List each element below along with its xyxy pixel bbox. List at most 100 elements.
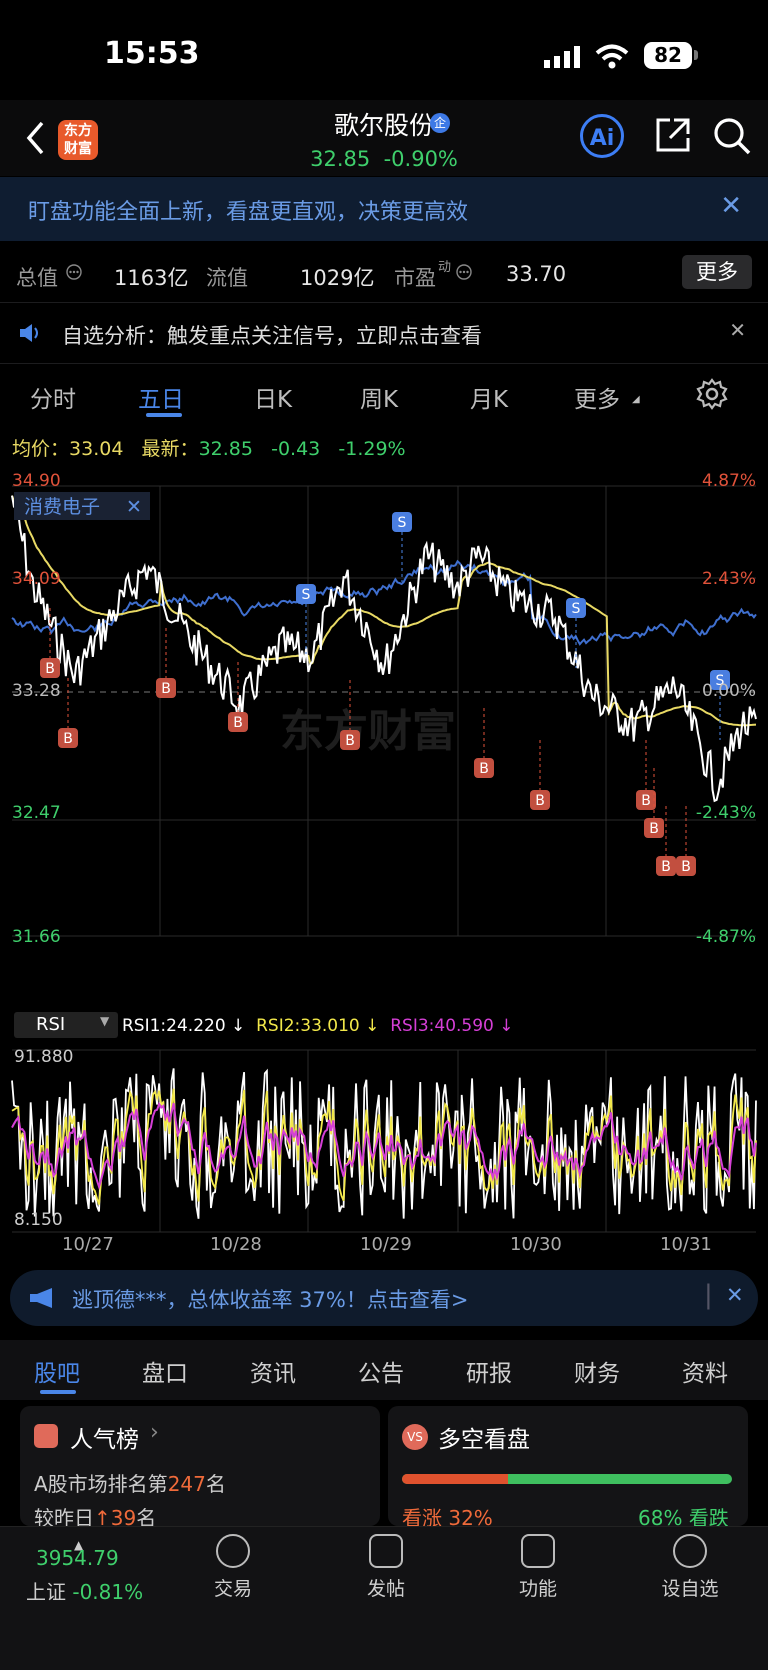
buy-signal-marker — [156, 678, 176, 698]
nav-post[interactable]: 发帖 — [336, 1534, 436, 1601]
sell-signal-marker — [566, 598, 586, 618]
settings-gear-icon[interactable] — [696, 378, 728, 410]
rank-value: 247 — [167, 1472, 206, 1496]
trade-yen-icon — [216, 1534, 250, 1568]
buy-signal-marker — [340, 730, 360, 750]
tab-more-caret-icon: ◢ — [632, 394, 640, 405]
tab-more[interactable]: 更多 — [574, 387, 620, 413]
tab-research[interactable]: 研报 — [466, 1361, 512, 1387]
chart-tabs: 分时 五日 日K 周K 月K 更多 ◢ — [0, 372, 768, 420]
logo-text-1: 东方 — [64, 123, 92, 139]
tab-daily-k[interactable]: 日K — [254, 387, 293, 413]
tab-weekly-k[interactable]: 周K — [360, 387, 399, 413]
enterprise-tag: 企 — [430, 113, 450, 133]
y-tick-right: -2.43% — [696, 803, 756, 823]
total-value-label: 总值 — [16, 266, 58, 290]
stock-price: 32.85 — [310, 147, 371, 171]
bottom-navbar — [0, 1526, 768, 1670]
y-tick-left: 31.66 — [12, 927, 61, 947]
pe-sup: 动 — [438, 260, 452, 275]
nav-trade-label: 交易 — [213, 1578, 252, 1600]
rank-suffix: 名 — [205, 1472, 226, 1496]
buy-signal-marker — [676, 856, 696, 876]
buy-signal-marker — [40, 658, 60, 678]
float-value: 1029亿 — [300, 266, 375, 290]
price-info-line: 均价：33.04 最新：32.85 -0.43 -1.29% — [12, 434, 406, 461]
battery-tip — [694, 50, 698, 60]
promo-text: 逃顶德***，总体收益率 37%！点击查看> — [72, 1288, 469, 1312]
popularity-title: 人气榜 — [70, 1427, 139, 1453]
chart-bars-icon — [34, 1424, 58, 1448]
tab-announcements[interactable]: 公告 — [358, 1361, 404, 1387]
ai-button[interactable]: Ai — [580, 114, 624, 158]
stock-change: -0.90% — [383, 147, 458, 171]
buy-signal-marker — [636, 790, 656, 810]
tab-monthly-k[interactable]: 月K — [470, 387, 509, 413]
app-logo[interactable]: 东方 财富 — [58, 120, 98, 160]
buy-signal-marker — [530, 790, 550, 810]
tab-five-day[interactable]: 五日 — [138, 387, 184, 413]
bull-bear-bar — [402, 1474, 732, 1484]
bull-bear-card[interactable]: VS 多空看盘 看涨 32% 68% 看跌 — [388, 1406, 748, 1530]
rsi-ymin: 8.150 — [14, 1210, 63, 1230]
index-value[interactable]: 3954.79 — [36, 1546, 119, 1570]
rsi1-series — [11, 1068, 757, 1219]
grid-apps-icon — [521, 1534, 555, 1568]
tab-forum[interactable]: 股吧 — [34, 1361, 80, 1387]
tab-finance[interactable]: 财务 — [574, 1361, 620, 1387]
promo-divider: | — [704, 1280, 713, 1310]
notice-close-icon[interactable]: ✕ — [729, 318, 746, 342]
promo-close-icon[interactable]: ✕ — [726, 1283, 744, 1307]
nav-functions[interactable]: 功能 — [488, 1534, 588, 1601]
pe-info-icon[interactable] — [456, 264, 472, 280]
y-tick-right: 0.00% — [702, 681, 756, 701]
tab-profile[interactable]: 资料 — [682, 1361, 728, 1387]
banner-text: 盯盘功能全面上新，看盘更直观，决策更高效 — [28, 200, 469, 225]
search-icon[interactable] — [712, 116, 752, 156]
tab-orderbook[interactable]: 盘口 — [142, 1361, 188, 1387]
sector-tag-close-icon[interactable]: ✕ — [126, 496, 142, 518]
last-value: 32.85 — [198, 438, 253, 460]
rsi2-value: RSI2:33.010 ↓ — [256, 1016, 380, 1036]
up-arrow-icon: ↑ — [94, 1506, 111, 1530]
buy-signal-marker — [58, 728, 78, 748]
nav-trade[interactable]: 交易 — [183, 1534, 283, 1601]
date-label: 10/31 — [660, 1234, 712, 1255]
date-label: 10/30 — [510, 1234, 562, 1255]
banner-close-icon[interactable]: ✕ — [720, 191, 742, 221]
speaker-icon — [20, 324, 38, 342]
tab-intraday[interactable]: 分时 — [30, 387, 76, 413]
index-line[interactable]: 上证 -0.81% — [26, 1576, 143, 1605]
buy-signal-label: B — [661, 859, 671, 875]
avg-value: 33.04 — [69, 438, 124, 460]
nav-add-watchlist[interactable]: 设自选 — [640, 1534, 740, 1601]
versus-icon: VS — [402, 1424, 428, 1450]
rsi-values: RSI1:24.220 ↓ RSI2:33.010 ↓ RSI3:40.590 … — [122, 1016, 514, 1036]
buy-signal-label: B — [479, 761, 489, 777]
stock-price-line: 32.85 -0.90% — [0, 147, 768, 171]
buy-signal-marker — [644, 818, 664, 838]
status-time: 15:53 — [104, 36, 200, 71]
rsi-selector-label: RSI — [36, 1014, 66, 1035]
index-caret-icon: ▲ — [74, 1538, 84, 1552]
share-icon[interactable] — [654, 116, 692, 154]
feature-banner[interactable]: 盯盘功能全面上新，看盘更直观，决策更高效 ✕ — [0, 177, 768, 241]
sell-signal-marker — [392, 512, 412, 532]
analysis-notice[interactable]: 自选分析：触发重点关注信号，立即点击查看 ✕ — [0, 302, 768, 364]
change-percent: -1.29% — [338, 438, 406, 460]
tab-news[interactable]: 资讯 — [250, 1361, 296, 1387]
buy-signal-label: B — [649, 821, 659, 837]
total-value: 1163亿 — [114, 266, 189, 290]
more-button[interactable]: 更多 — [682, 255, 752, 289]
rsi-selector[interactable]: RSI ▼ — [14, 1012, 118, 1038]
popularity-card[interactable]: 人气榜 › A股市场排名第247名 较昨日↑39名 — [20, 1406, 380, 1530]
back-icon[interactable] — [24, 120, 46, 156]
rsi1-value: RSI1:24.220 ↓ — [122, 1016, 246, 1036]
y-tick-labels: 34.90 34.09 33.28 32.47 31.66 4.87% 2.43% 0.00%… — [12, 471, 756, 947]
promo-banner[interactable]: 逃顶德***，总体收益率 37%！点击查看> | ✕ — [10, 1270, 758, 1326]
notice-text: 自选分析：触发重点关注信号，立即点击查看 — [62, 324, 482, 348]
more-dots-icon[interactable] — [66, 264, 82, 280]
rsi2-series — [11, 1088, 757, 1205]
rank-change-suffix: 名 — [136, 1506, 157, 1530]
